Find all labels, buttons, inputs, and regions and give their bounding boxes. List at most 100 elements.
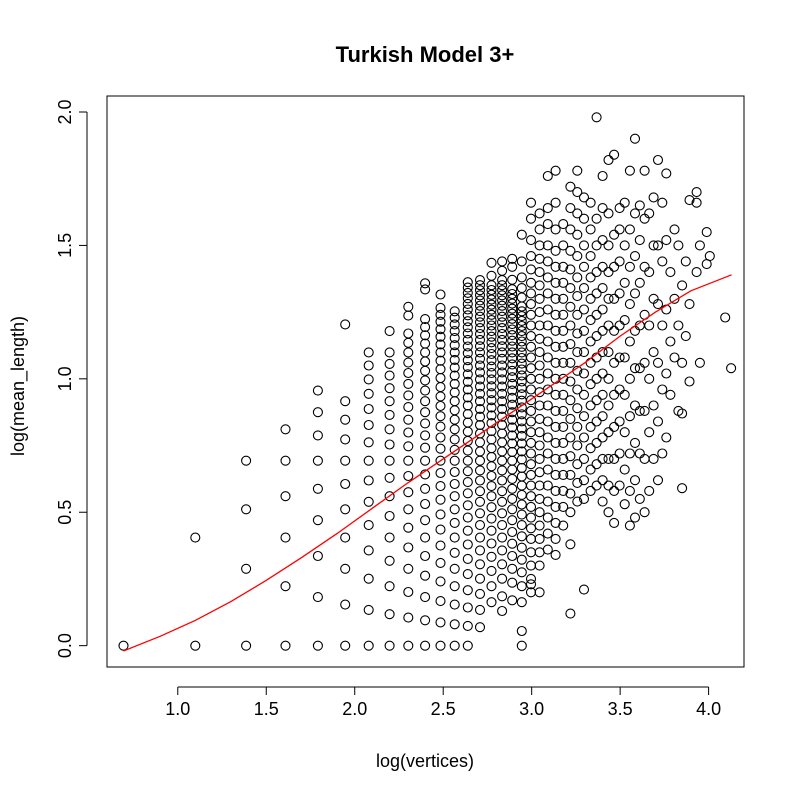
data-point bbox=[603, 267, 614, 278]
data-point bbox=[694, 357, 705, 368]
data-point bbox=[486, 284, 497, 296]
data-point bbox=[614, 448, 625, 459]
data-point bbox=[661, 168, 672, 179]
data-point bbox=[462, 316, 473, 327]
data-point bbox=[497, 334, 508, 345]
data-point bbox=[558, 325, 569, 336]
data-point bbox=[542, 448, 553, 459]
data-point bbox=[474, 285, 486, 296]
data-point bbox=[474, 437, 486, 448]
data-point bbox=[420, 532, 431, 543]
data-point bbox=[241, 563, 252, 574]
data-point bbox=[634, 235, 645, 246]
data-point bbox=[534, 453, 545, 464]
data-point bbox=[652, 154, 664, 166]
data-point bbox=[403, 504, 414, 515]
data-point bbox=[486, 443, 497, 454]
data-point bbox=[449, 619, 460, 630]
x-tick-label: 1.0 bbox=[165, 699, 190, 719]
data-point bbox=[420, 640, 431, 651]
data-point bbox=[403, 522, 414, 533]
data-point bbox=[403, 328, 414, 339]
data-point bbox=[449, 319, 460, 330]
data-point bbox=[525, 363, 537, 374]
data-point bbox=[639, 507, 650, 518]
data-point bbox=[449, 332, 460, 344]
data-point bbox=[619, 197, 630, 208]
data-point bbox=[525, 491, 537, 502]
data-point bbox=[497, 341, 508, 352]
data-point bbox=[118, 640, 129, 651]
data-point bbox=[462, 466, 473, 477]
data-point bbox=[340, 319, 351, 330]
data-point bbox=[462, 553, 473, 564]
data-point bbox=[340, 563, 351, 574]
data-point bbox=[420, 375, 431, 386]
data-point bbox=[435, 289, 446, 300]
data-point bbox=[449, 396, 460, 407]
data-point bbox=[507, 493, 518, 504]
data-point bbox=[603, 347, 614, 358]
data-point bbox=[558, 469, 569, 480]
data-point bbox=[585, 272, 596, 283]
data-point bbox=[603, 427, 614, 438]
data-point bbox=[340, 414, 351, 425]
data-point bbox=[558, 277, 569, 288]
data-point bbox=[657, 448, 668, 459]
data-point bbox=[363, 455, 374, 466]
data-point bbox=[609, 517, 620, 528]
data-point bbox=[578, 347, 590, 358]
data-point bbox=[507, 298, 518, 309]
data-point bbox=[614, 203, 625, 214]
data-point bbox=[534, 400, 545, 411]
data-point bbox=[497, 545, 508, 556]
data-point bbox=[516, 292, 527, 303]
data-point bbox=[614, 256, 625, 267]
data-point bbox=[578, 453, 590, 464]
data-point bbox=[694, 240, 705, 251]
data-point bbox=[462, 417, 473, 428]
data-point bbox=[572, 272, 583, 283]
data-point bbox=[435, 576, 446, 587]
data-point bbox=[603, 240, 614, 251]
data-point bbox=[603, 154, 614, 166]
data-point bbox=[609, 229, 620, 240]
data-point bbox=[449, 532, 460, 543]
data-point bbox=[474, 496, 486, 507]
data-point bbox=[550, 517, 561, 528]
data-point bbox=[435, 316, 446, 327]
data-point bbox=[241, 455, 252, 466]
data-point bbox=[474, 280, 486, 291]
data-point bbox=[558, 453, 569, 464]
data-point bbox=[462, 293, 473, 304]
data-point bbox=[507, 261, 518, 272]
data-point bbox=[565, 181, 576, 192]
data-point bbox=[550, 421, 561, 432]
data-point bbox=[572, 291, 583, 302]
data-point bbox=[384, 383, 395, 394]
data-point bbox=[624, 520, 635, 531]
data-point bbox=[624, 165, 635, 176]
data-point bbox=[578, 304, 590, 315]
data-point bbox=[497, 437, 508, 448]
data-point bbox=[585, 293, 596, 304]
data-point bbox=[542, 512, 553, 523]
data-point bbox=[619, 240, 630, 251]
data-point bbox=[435, 557, 446, 568]
data-point bbox=[691, 187, 702, 198]
data-point bbox=[657, 384, 668, 395]
data-point bbox=[497, 323, 508, 334]
data-point bbox=[486, 434, 497, 445]
data-point bbox=[525, 560, 537, 571]
data-point bbox=[565, 608, 576, 619]
data-point bbox=[363, 520, 374, 531]
data-point bbox=[497, 311, 508, 322]
data-point bbox=[435, 347, 446, 358]
data-point bbox=[507, 483, 518, 494]
data-point bbox=[486, 309, 497, 320]
data-point bbox=[507, 253, 518, 264]
data-point bbox=[435, 494, 446, 505]
data-point bbox=[550, 549, 561, 560]
data-point bbox=[507, 274, 518, 285]
data-point bbox=[614, 416, 625, 427]
